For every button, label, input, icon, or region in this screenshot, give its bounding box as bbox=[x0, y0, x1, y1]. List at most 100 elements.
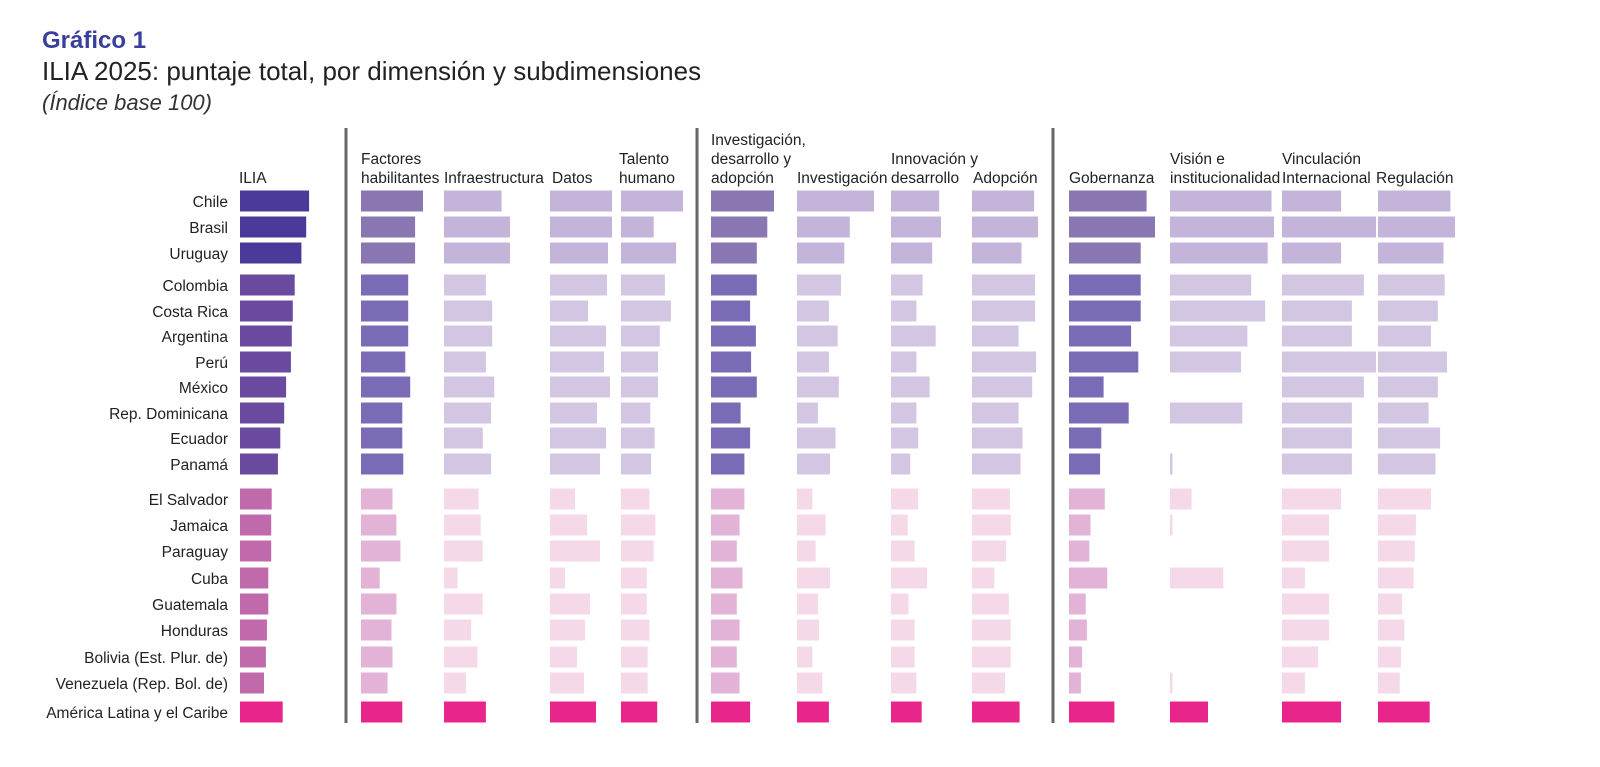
bar-innovacion-y-desarrollo-paraguay bbox=[891, 540, 915, 562]
bar-innovacion-y-desarrollo-jamaica bbox=[891, 514, 908, 536]
bar-gobernanza-america-latina-y-el-caribe bbox=[1069, 701, 1115, 723]
bar-talento-humano-peru bbox=[621, 351, 658, 373]
bar-innovacion-y-desarrollo-costa-rica bbox=[891, 300, 917, 322]
bar-talento-humano-america-latina-y-el-caribe bbox=[621, 701, 658, 723]
row-label-mexico: México bbox=[179, 380, 228, 397]
bar-factores-habilitantes-colombia bbox=[361, 274, 409, 296]
chart-title: ILIA 2025: puntaje total, por dimensión … bbox=[42, 56, 702, 86]
bar-investigacion-el-salvador bbox=[797, 488, 813, 510]
column-header-talento-humano: Talento humano bbox=[619, 151, 675, 187]
bar-vision-e-institucionalidad-panama bbox=[1170, 453, 1173, 475]
bar-vision-e-institucionalidad-costa-rica bbox=[1170, 300, 1266, 322]
bar-regulacion-brasil bbox=[1378, 216, 1455, 238]
bar-ilia-cuba bbox=[240, 567, 269, 589]
bar-datos-chile bbox=[550, 190, 612, 212]
row-label-america-latina-y-el-caribe: América Latina y el Caribe bbox=[46, 705, 228, 722]
bar-infraestructura-jamaica bbox=[444, 514, 481, 536]
row-label-brasil: Brasil bbox=[189, 220, 228, 237]
bar-vision-e-institucionalidad-colombia bbox=[1170, 274, 1252, 296]
bar-regulacion-paraguay bbox=[1378, 540, 1415, 562]
bar-infraestructura-brasil bbox=[444, 216, 510, 238]
bar-vision-e-institucionalidad-america-latina-y-el-caribe bbox=[1170, 701, 1208, 723]
bar-adopcion-colombia bbox=[972, 274, 1036, 296]
bar-investigacion-desarrollo-y-adopcion-argentina bbox=[711, 325, 756, 347]
bar-investigacion-panama bbox=[797, 453, 830, 475]
bar-factores-habilitantes-brasil bbox=[361, 216, 416, 238]
bar-ilia-paraguay bbox=[240, 540, 272, 562]
bar-vinculacion-internacional-guatemala bbox=[1282, 593, 1329, 615]
bar-ilia-bolivia-est-plur-de bbox=[240, 646, 266, 668]
bar-investigacion-brasil bbox=[797, 216, 850, 238]
bar-gobernanza-cuba bbox=[1069, 567, 1108, 589]
bar-investigacion-bolivia-est-plur-de bbox=[797, 646, 813, 668]
bar-investigacion-desarrollo-y-adopcion-rep-dominicana bbox=[711, 402, 741, 424]
bar-innovacion-y-desarrollo-venezuela-rep-bol-de bbox=[891, 672, 917, 694]
bar-datos-costa-rica bbox=[550, 300, 588, 322]
bar-ilia-chile bbox=[240, 190, 310, 212]
bar-investigacion-desarrollo-y-adopcion-colombia bbox=[711, 274, 757, 296]
bar-investigacion-desarrollo-y-adopcion-mexico bbox=[711, 376, 757, 398]
row-label-argentina: Argentina bbox=[162, 329, 229, 346]
bar-adopcion-ecuador bbox=[972, 427, 1023, 449]
bar-infraestructura-venezuela-rep-bol-de bbox=[444, 672, 466, 694]
bar-datos-guatemala bbox=[550, 593, 590, 615]
bar-datos-panama bbox=[550, 453, 600, 475]
bar-factores-habilitantes-el-salvador bbox=[361, 488, 393, 510]
bar-innovacion-y-desarrollo-argentina bbox=[891, 325, 936, 347]
bar-ilia-peru bbox=[240, 351, 291, 373]
bar-investigacion-desarrollo-y-adopcion-honduras bbox=[711, 619, 740, 641]
bar-regulacion-venezuela-rep-bol-de bbox=[1378, 672, 1400, 694]
bar-infraestructura-cuba bbox=[444, 567, 458, 589]
bar-innovacion-y-desarrollo-guatemala bbox=[891, 593, 909, 615]
bar-adopcion-america-latina-y-el-caribe bbox=[972, 701, 1020, 723]
bar-ilia-ecuador bbox=[240, 427, 281, 449]
bar-factores-habilitantes-rep-dominicana bbox=[361, 402, 403, 424]
bar-infraestructura-mexico bbox=[444, 376, 495, 398]
bar-talento-humano-uruguay bbox=[621, 242, 677, 264]
row-label-paraguay: Paraguay bbox=[162, 544, 229, 561]
bar-datos-venezuela-rep-bol-de bbox=[550, 672, 584, 694]
bar-investigacion-desarrollo-y-adopcion-costa-rica bbox=[711, 300, 751, 322]
bar-datos-america-latina-y-el-caribe bbox=[550, 701, 596, 723]
bar-vinculacion-internacional-venezuela-rep-bol-de bbox=[1282, 672, 1305, 694]
bar-adopcion-peru bbox=[972, 351, 1037, 373]
bar-talento-humano-paraguay bbox=[621, 540, 654, 562]
bar-talento-humano-rep-dominicana bbox=[621, 402, 651, 424]
bar-datos-el-salvador bbox=[550, 488, 575, 510]
bar-adopcion-paraguay bbox=[972, 540, 1006, 562]
bar-innovacion-y-desarrollo-brasil bbox=[891, 216, 941, 238]
bar-infraestructura-panama bbox=[444, 453, 492, 475]
bar-investigacion-colombia bbox=[797, 274, 841, 296]
bar-vinculacion-internacional-costa-rica bbox=[1282, 300, 1352, 322]
bar-infraestructura-paraguay bbox=[444, 540, 483, 562]
bar-datos-mexico bbox=[550, 376, 610, 398]
bar-vinculacion-internacional-el-salvador bbox=[1282, 488, 1342, 510]
bar-gobernanza-argentina bbox=[1069, 325, 1132, 347]
bar-gobernanza-paraguay bbox=[1069, 540, 1090, 562]
row-label-guatemala: Guatemala bbox=[152, 597, 228, 614]
bar-gobernanza-peru bbox=[1069, 351, 1139, 373]
column-header-vision-e-institucionalidad: Visión e institucionalidad bbox=[1170, 151, 1280, 187]
bar-regulacion-uruguay bbox=[1378, 242, 1444, 264]
bar-ilia-guatemala bbox=[240, 593, 269, 615]
bar-investigacion-desarrollo-y-adopcion-cuba bbox=[711, 567, 743, 589]
bar-factores-habilitantes-panama bbox=[361, 453, 404, 475]
bar-adopcion-jamaica bbox=[972, 514, 1011, 536]
bar-vinculacion-internacional-ecuador bbox=[1282, 427, 1352, 449]
bar-regulacion-jamaica bbox=[1378, 514, 1416, 536]
bar-factores-habilitantes-bolivia-est-plur-de bbox=[361, 646, 393, 668]
bar-infraestructura-colombia bbox=[444, 274, 486, 296]
bar-innovacion-y-desarrollo-peru bbox=[891, 351, 917, 373]
bar-vinculacion-internacional-honduras bbox=[1282, 619, 1329, 641]
bar-talento-humano-argentina bbox=[621, 325, 660, 347]
bar-adopcion-honduras bbox=[972, 619, 1011, 641]
bar-adopcion-el-salvador bbox=[972, 488, 1010, 510]
bar-adopcion-argentina bbox=[972, 325, 1019, 347]
bar-innovacion-y-desarrollo-rep-dominicana bbox=[891, 402, 917, 424]
bar-innovacion-y-desarrollo-chile bbox=[891, 190, 940, 212]
chart-subtitle: (Índice base 100) bbox=[42, 90, 212, 115]
bar-innovacion-y-desarrollo-cuba bbox=[891, 567, 927, 589]
bar-innovacion-y-desarrollo-mexico bbox=[891, 376, 930, 398]
bar-datos-argentina bbox=[550, 325, 606, 347]
bar-gobernanza-uruguay bbox=[1069, 242, 1141, 264]
